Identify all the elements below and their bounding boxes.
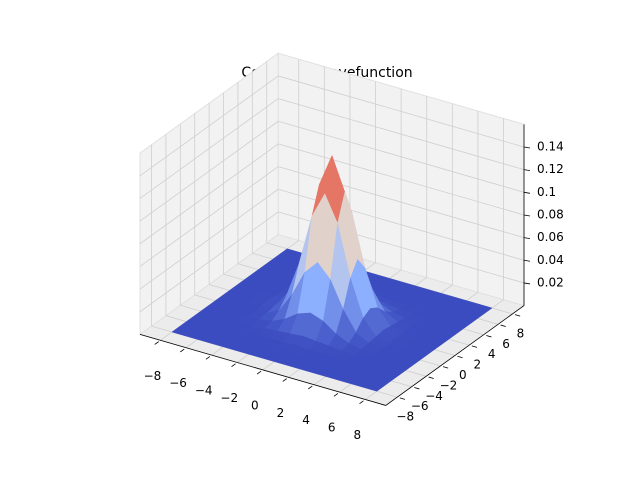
tick-mark xyxy=(205,356,211,360)
z-tick-label: 0.06 xyxy=(537,230,564,244)
x-tick-label: −6 xyxy=(169,376,187,390)
z-tick-label: 0.14 xyxy=(537,139,564,153)
tick-mark xyxy=(523,191,531,194)
y-tick-label: −4 xyxy=(425,389,443,403)
grid-line xyxy=(278,120,525,193)
y-tick-label: 0 xyxy=(459,368,467,382)
grid-line xyxy=(278,143,525,216)
tick-mark xyxy=(471,345,478,348)
grid-line xyxy=(139,211,279,313)
x-tick-label: −2 xyxy=(220,391,238,405)
tick-mark xyxy=(180,348,185,353)
tick-mark xyxy=(442,366,449,369)
grid-line xyxy=(139,188,279,290)
x-tick-label: −8 xyxy=(144,369,162,383)
x-tick-label: 4 xyxy=(302,413,310,427)
x-tick-label: 2 xyxy=(277,406,285,420)
y-tick-label: 6 xyxy=(502,337,510,351)
tick-mark xyxy=(414,387,420,390)
y-tick-label: −8 xyxy=(396,410,414,424)
grid-line xyxy=(139,75,279,177)
tick-mark xyxy=(282,378,287,382)
tick-mark xyxy=(256,370,262,375)
y-tick-label: 4 xyxy=(488,347,496,361)
tick-mark xyxy=(308,385,313,390)
x-tick-label: 6 xyxy=(328,421,336,435)
tick-mark xyxy=(428,376,434,379)
tick-mark xyxy=(500,324,506,327)
grid-line xyxy=(139,166,279,267)
x-tick-label: 8 xyxy=(353,428,361,442)
tick-mark xyxy=(399,397,406,400)
grid-line xyxy=(278,166,525,239)
tick-mark xyxy=(523,282,531,285)
tick-mark xyxy=(523,169,531,172)
z-tick-label: 0.12 xyxy=(537,162,564,176)
z-tick-label: 0.02 xyxy=(537,275,564,289)
grid-line xyxy=(278,75,525,148)
tick-mark xyxy=(154,341,159,345)
axis-line xyxy=(385,305,525,406)
tick-mark xyxy=(231,363,236,368)
tick-mark xyxy=(486,335,492,338)
z-tick-label: 0.1 xyxy=(537,185,556,199)
tick-mark xyxy=(457,355,463,359)
grid-line xyxy=(139,120,279,222)
y-tick-label: 8 xyxy=(517,326,525,340)
z-tick-label: 0.08 xyxy=(537,207,564,221)
tick-mark xyxy=(523,259,531,262)
tick-mark xyxy=(359,400,364,405)
surface-face xyxy=(363,382,385,392)
grid-line xyxy=(139,143,279,245)
tick-mark xyxy=(523,237,531,240)
tick-mark xyxy=(523,146,531,149)
y-tick-label: 2 xyxy=(473,358,481,372)
axis-line xyxy=(139,334,386,406)
grid-line xyxy=(278,98,525,171)
tick-mark xyxy=(514,314,521,317)
y-tick-label: −6 xyxy=(411,399,429,413)
x-tick-label: −4 xyxy=(195,384,213,398)
z-tick-label: 0.04 xyxy=(537,253,564,267)
grid-line xyxy=(139,98,279,199)
tick-mark xyxy=(333,393,339,397)
x-tick-label: 0 xyxy=(251,398,259,412)
y-tick-label: −2 xyxy=(440,378,458,392)
tick-mark xyxy=(523,214,531,217)
